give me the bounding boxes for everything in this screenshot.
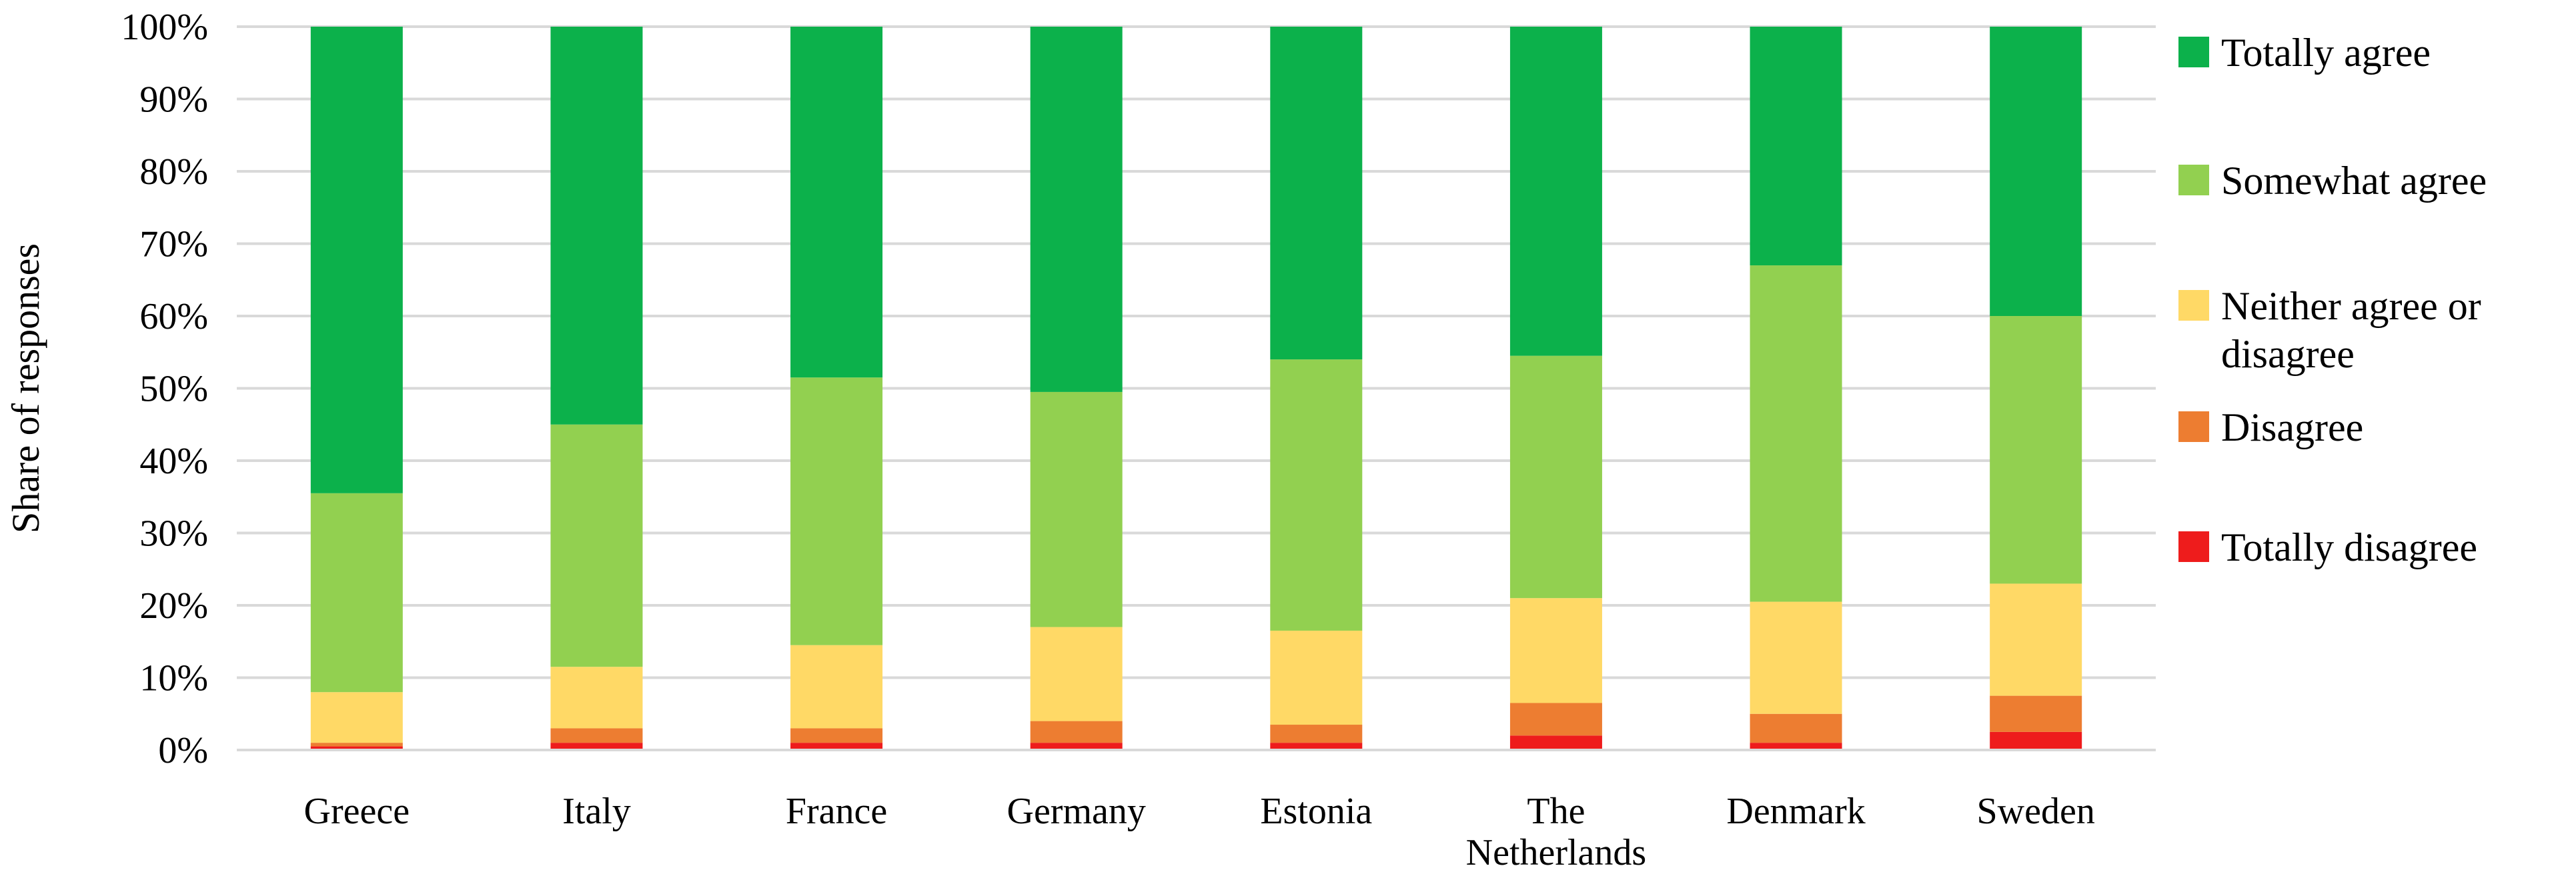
y-tick-label: 20% <box>139 585 208 627</box>
bar-segment <box>310 746 403 750</box>
bar-segment <box>1509 355 1602 599</box>
x-category-label: Germany <box>1007 791 1146 832</box>
bar-segment <box>1750 713 1842 743</box>
y-axis-title: Share of responses <box>4 243 47 533</box>
bar-segment <box>1750 743 1842 750</box>
bar-segment <box>1030 721 1123 743</box>
x-category-label: Netherlands <box>1466 832 1647 873</box>
legend-swatch <box>2178 37 2209 67</box>
legend-label: Neither agree or <box>2221 284 2481 328</box>
bar-segment <box>310 692 403 743</box>
bar-segment <box>1030 27 1123 392</box>
bar-segment <box>550 743 643 750</box>
y-tick-label: 70% <box>139 224 208 265</box>
y-tick-label: 0% <box>158 730 208 771</box>
x-category-label: France <box>786 791 887 832</box>
y-tick-label: 100% <box>121 7 208 48</box>
x-category-label: Estonia <box>1260 791 1372 832</box>
bar-segment <box>1509 703 1602 736</box>
bar-segment <box>1030 627 1123 721</box>
bar-segment <box>1509 27 1602 356</box>
bar-segment <box>1990 695 2082 732</box>
legend-label: disagree <box>2221 332 2355 376</box>
x-category-label: Italy <box>562 791 631 832</box>
bar-segment <box>1270 630 1363 725</box>
bar-segment <box>550 667 643 729</box>
y-tick-label: 90% <box>139 79 208 121</box>
bar-segment <box>550 424 643 667</box>
y-tick-label: 60% <box>139 296 208 337</box>
bar-segment <box>1270 359 1363 631</box>
bar-segment <box>1509 598 1602 703</box>
y-tick-label: 80% <box>139 151 208 193</box>
legend-swatch <box>2178 531 2209 562</box>
y-tick-label: 40% <box>139 441 208 482</box>
bar-segment <box>550 27 643 425</box>
legend-label: Somewhat agree <box>2221 159 2487 203</box>
y-tick-label: 30% <box>139 513 208 555</box>
bar-segment <box>790 377 883 645</box>
bar-segment <box>1750 265 1842 602</box>
bar-segment <box>1030 743 1123 750</box>
bar-segment <box>1990 316 2082 584</box>
bar-segment <box>790 27 883 378</box>
bar-segment <box>1270 743 1363 750</box>
bar-segment <box>1990 27 2082 316</box>
y-tick-label: 10% <box>139 658 208 699</box>
bar-segment <box>1270 27 1363 360</box>
bar-segment <box>1750 601 1842 714</box>
bar-segment <box>1270 725 1363 743</box>
x-category-label: Sweden <box>1977 791 2095 832</box>
bar-segment <box>310 493 403 693</box>
legend-label: Totally disagree <box>2221 525 2477 569</box>
x-category-label: Denmark <box>1726 791 1865 832</box>
bar-segment <box>550 728 643 743</box>
legend-swatch <box>2178 165 2209 195</box>
y-tick-label: 50% <box>139 369 208 410</box>
bar-segment <box>310 743 403 747</box>
bar-segment <box>790 743 883 750</box>
legend-swatch <box>2178 290 2209 321</box>
bar-segment <box>1030 391 1123 627</box>
x-category-label: The <box>1527 791 1585 832</box>
x-category-label: Greece <box>304 791 410 832</box>
legend-label: Disagree <box>2221 405 2363 449</box>
bar-segment <box>310 27 403 493</box>
legend-label: Totally agree <box>2221 31 2431 75</box>
bar-segment <box>1990 731 2082 750</box>
bar-segment <box>790 728 883 743</box>
bar-segment <box>790 645 883 729</box>
bar-segment <box>1509 735 1602 750</box>
bar-segment <box>1990 583 2082 696</box>
bar-segment <box>1750 27 1842 266</box>
legend-swatch <box>2178 411 2209 442</box>
